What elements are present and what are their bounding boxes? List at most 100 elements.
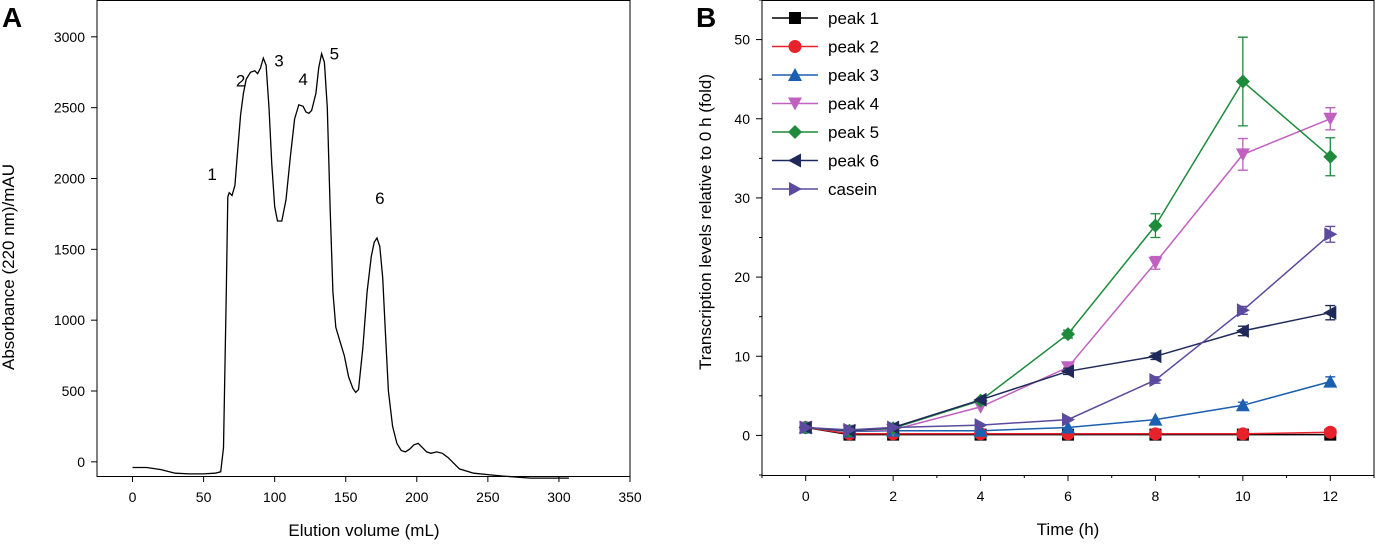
data-point: [1323, 112, 1338, 126]
data-point: [974, 418, 988, 433]
legend-label: peak 1: [828, 9, 879, 28]
legend-marker: [788, 68, 802, 81]
y-tick-label: 50: [734, 32, 750, 48]
chart-a: A 0 50 100 150 200 250 300 350 0 500 1000 1500 2000…: [0, 0, 642, 540]
series-line: [805, 380, 1331, 433]
x-tick-label: 8: [1152, 488, 1160, 504]
peak-label-1: 1: [207, 165, 216, 184]
legend-marker: [788, 40, 802, 53]
y-axis-ticks-a: 0 500 1000 1500 2000 2500 3000: [54, 29, 97, 470]
data-point: [973, 423, 988, 437]
data-point: [973, 392, 987, 407]
legend-label: casein: [828, 180, 877, 199]
data-point: [1148, 412, 1163, 426]
data-point: [1061, 364, 1074, 379]
x-tick-label: 10: [1235, 488, 1251, 504]
x-tick-label: 4: [977, 488, 985, 504]
y-tick-label: 3000: [54, 29, 85, 45]
peak-label-2: 2: [236, 71, 245, 90]
data-point: [1148, 218, 1163, 233]
series-group: [798, 36, 1338, 441]
peak-label-3: 3: [274, 52, 283, 71]
legend-label: peak 5: [828, 123, 879, 142]
x-tick-label: 250: [476, 489, 500, 505]
x-axis-label-a: Elution volume (mL): [288, 521, 439, 540]
legend-item-peak-5: peak 5: [772, 123, 879, 142]
legend-item-peak-4: peak 4: [772, 95, 879, 114]
x-tick-label: 2: [889, 488, 897, 504]
data-point: [1148, 427, 1162, 441]
series-casein: [799, 225, 1338, 437]
legend-label: peak 3: [828, 66, 879, 85]
peak-label-4: 4: [298, 70, 307, 89]
x-tick-label: 0: [129, 489, 137, 505]
data-point: [1323, 425, 1337, 439]
y-tick-label: 0: [742, 427, 750, 443]
series-line: [805, 233, 1331, 431]
data-point: [1235, 398, 1250, 412]
series-peak-5: [798, 36, 1338, 438]
legend-marker: [788, 125, 802, 139]
x-tick-label: 6: [1064, 488, 1072, 504]
y-tick-label: 20: [734, 269, 750, 285]
legend-label: peak 4: [828, 95, 879, 114]
x-tick-label: 50: [196, 489, 212, 505]
series-peak-4: [798, 107, 1338, 438]
legend-item-peak-3: peak 3: [772, 66, 879, 85]
legend-label: peak 6: [828, 152, 879, 171]
data-point: [1148, 349, 1162, 364]
legend-marker: [788, 97, 802, 111]
data-point: [843, 422, 857, 437]
x-tick-label: 300: [547, 489, 571, 505]
y-axis-label-a: Absorbance (220 nm)/mAU: [0, 164, 18, 370]
peak-label-5: 5: [330, 45, 339, 64]
data-point: [1324, 227, 1338, 242]
data-point: [1235, 74, 1250, 89]
y-tick-label: 500: [62, 383, 86, 399]
y-tick-label: 40: [734, 111, 750, 127]
data-point: [799, 420, 813, 435]
data-point: [887, 420, 901, 435]
x-axis-ticks-a: 0 50 100 150 200 250 300 350: [129, 476, 642, 505]
peak-label-6: 6: [375, 189, 384, 208]
x-tick-label: 0: [802, 488, 810, 504]
legend-item-casein: casein: [772, 180, 877, 199]
y-tick-label: 10: [734, 348, 750, 364]
legend: peak 1 peak 2 peak 3 peak 4 peak 5 peak 6 case…: [772, 9, 879, 199]
plot-frame-a: [96, 0, 631, 477]
series-line: [805, 118, 1331, 432]
legend-item-peak-1: peak 1: [772, 9, 879, 28]
series-line: [805, 80, 1331, 432]
legend-marker: [789, 182, 802, 196]
y-tick-label: 0: [77, 454, 85, 470]
panel-label-b: B: [696, 2, 716, 33]
x-tick-label: 150: [334, 489, 358, 505]
data-point: [1062, 412, 1075, 427]
y-axis-ticks-b: 0 10 20 30 40 50: [734, 0, 762, 476]
data-point: [1061, 420, 1075, 434]
peak-annotations: 1 2 34 5 6: [207, 45, 384, 209]
panel-label-a: A: [2, 2, 22, 33]
y-axis-label-b: Transcription levels relative to 0 h (fo…: [696, 74, 715, 370]
legend-item-peak-6: peak 6: [772, 152, 879, 171]
data-point: [1148, 256, 1163, 270]
series-line: [805, 426, 1331, 435]
data-point: [1323, 149, 1338, 164]
absorbance-curve: [132, 51, 569, 479]
y-tick-label: 1000: [54, 312, 85, 328]
y-tick-label: 2000: [54, 171, 85, 187]
x-axis-label-b: Time (h): [1037, 520, 1100, 539]
y-tick-label: 30: [734, 190, 750, 206]
data-point: [1061, 327, 1075, 342]
data-point: [1323, 374, 1338, 388]
data-point: [1323, 305, 1337, 320]
y-tick-label: 1500: [54, 241, 85, 257]
legend-marker: [788, 153, 801, 168]
data-point: [1235, 323, 1249, 338]
y-tick-label: 2500: [54, 100, 85, 116]
data-point: [1236, 427, 1250, 441]
x-tick-label: 12: [1322, 488, 1338, 504]
legend-marker: [789, 12, 801, 24]
legend-item-peak-2: peak 2: [772, 38, 879, 57]
